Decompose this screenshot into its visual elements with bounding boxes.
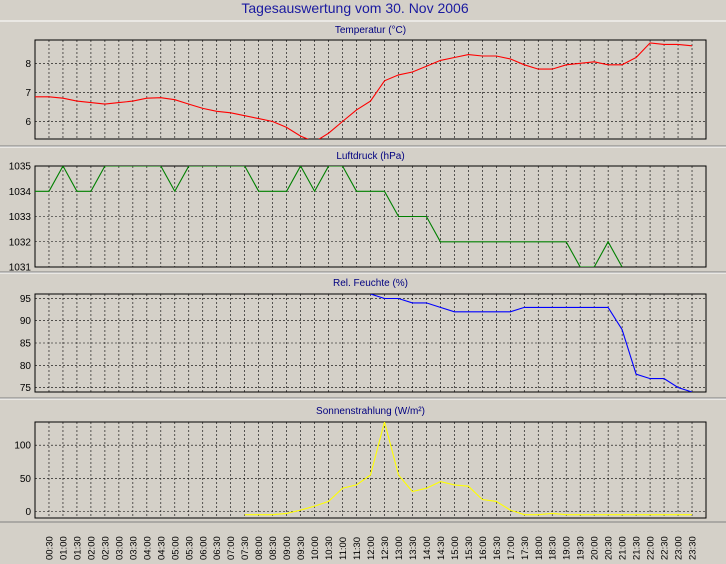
x-tick-label: 04:00 (142, 536, 153, 560)
y-tick-label: 1035 (9, 162, 32, 173)
x-tick-label: 22:30 (660, 536, 671, 560)
x-tick-label: 21:30 (632, 536, 643, 560)
x-tick-label: 22:00 (646, 536, 657, 560)
x-tick-label: 16:30 (492, 536, 503, 560)
x-tick-label: 04:30 (156, 536, 167, 560)
x-tick-label: 20:30 (604, 536, 615, 560)
x-tick-label: 17:00 (506, 536, 517, 560)
x-tick-label: 02:30 (100, 536, 111, 560)
plot-frame (34, 421, 707, 519)
x-tick-label: 08:00 (254, 536, 265, 560)
x-tick-label: 11:30 (352, 537, 363, 560)
x-tick-label: 09:30 (296, 536, 307, 560)
x-tick-label: 06:30 (212, 536, 223, 560)
panel-title-rel-feuchte: Rel. Feuchte (%) (333, 278, 408, 289)
y-tick-label: 1033 (9, 212, 32, 223)
x-tick-label: 14:30 (436, 536, 447, 560)
panel-title-luftdruck-hpa: Luftdruck (hPa) (336, 151, 404, 162)
x-tick-label: 07:00 (226, 536, 237, 560)
x-tick-label: 10:30 (324, 536, 335, 560)
x-tick-label: 20:00 (590, 536, 601, 560)
x-tick-label: 21:00 (618, 536, 629, 560)
x-tick-label: 08:30 (268, 536, 279, 560)
x-tick-label: 13:30 (408, 536, 419, 560)
x-tick-label: 18:00 (534, 536, 545, 560)
panel-title-sonnenstrahlung-w-m: Sonnenstrahlung (W/m²) (316, 406, 425, 417)
x-tick-label: 11:00 (338, 537, 349, 560)
y-tick-label: 8 (25, 59, 31, 70)
x-tick-label: 07:30 (240, 536, 251, 560)
x-tick-label: 05:30 (184, 536, 195, 560)
y-tick-label: 50 (20, 474, 32, 485)
y-tick-label: 90 (20, 316, 32, 327)
y-tick-label: 85 (20, 339, 32, 350)
x-tick-label: 00:30 (44, 536, 55, 560)
plot-frame (34, 39, 707, 140)
x-tick-label: 01:30 (72, 536, 83, 560)
y-tick-label: 6 (25, 117, 31, 128)
x-tick-label: 12:00 (366, 536, 377, 560)
x-tick-label: 23:00 (674, 536, 685, 560)
y-tick-label: 7 (25, 88, 31, 99)
y-tick-label: 95 (20, 294, 32, 305)
y-tick-label: 1032 (9, 237, 32, 248)
y-tick-label: 1031 (9, 263, 32, 274)
x-tick-label: 03:30 (128, 536, 139, 560)
x-tick-label: 03:00 (114, 536, 125, 560)
series-line-sonnenstrahlung-w-m (244, 422, 692, 516)
x-tick-label: 05:00 (170, 536, 181, 560)
panel-title-temperatur-c: Temperatur (°C) (335, 25, 406, 36)
x-tick-label: 15:30 (464, 536, 475, 560)
plot-frame (34, 165, 707, 268)
x-tick-label: 19:00 (562, 536, 573, 560)
x-tick-label: 18:30 (548, 536, 559, 560)
x-tick-label: 13:00 (394, 536, 405, 560)
x-tick-label: 14:00 (422, 536, 433, 560)
x-tick-label: 19:30 (576, 536, 587, 560)
series-line-luftdruck-hpa (35, 166, 623, 267)
y-tick-label: 80 (20, 361, 32, 372)
x-tick-label: 23:30 (688, 536, 699, 560)
page-title: Tagesauswertung vom 30. Nov 2006 (241, 0, 468, 16)
x-tick-label: 15:00 (450, 536, 461, 560)
x-tick-label: 09:00 (282, 536, 293, 560)
x-tick-label: 02:00 (86, 536, 97, 560)
y-tick-label: 100 (14, 441, 31, 452)
x-tick-label: 01:00 (58, 536, 69, 560)
y-tick-label: 0 (25, 507, 31, 518)
series-line-rel-feuchte (370, 294, 693, 392)
x-tick-label: 06:00 (198, 536, 209, 560)
y-tick-label: 75 (20, 383, 32, 394)
x-tick-label: 12:30 (380, 536, 391, 560)
x-tick-label: 16:00 (478, 536, 489, 560)
series-line-temperatur-c (35, 42, 693, 139)
x-tick-label: 10:00 (310, 536, 321, 560)
x-tick-label: 17:30 (520, 536, 531, 560)
y-tick-label: 1034 (9, 187, 32, 198)
